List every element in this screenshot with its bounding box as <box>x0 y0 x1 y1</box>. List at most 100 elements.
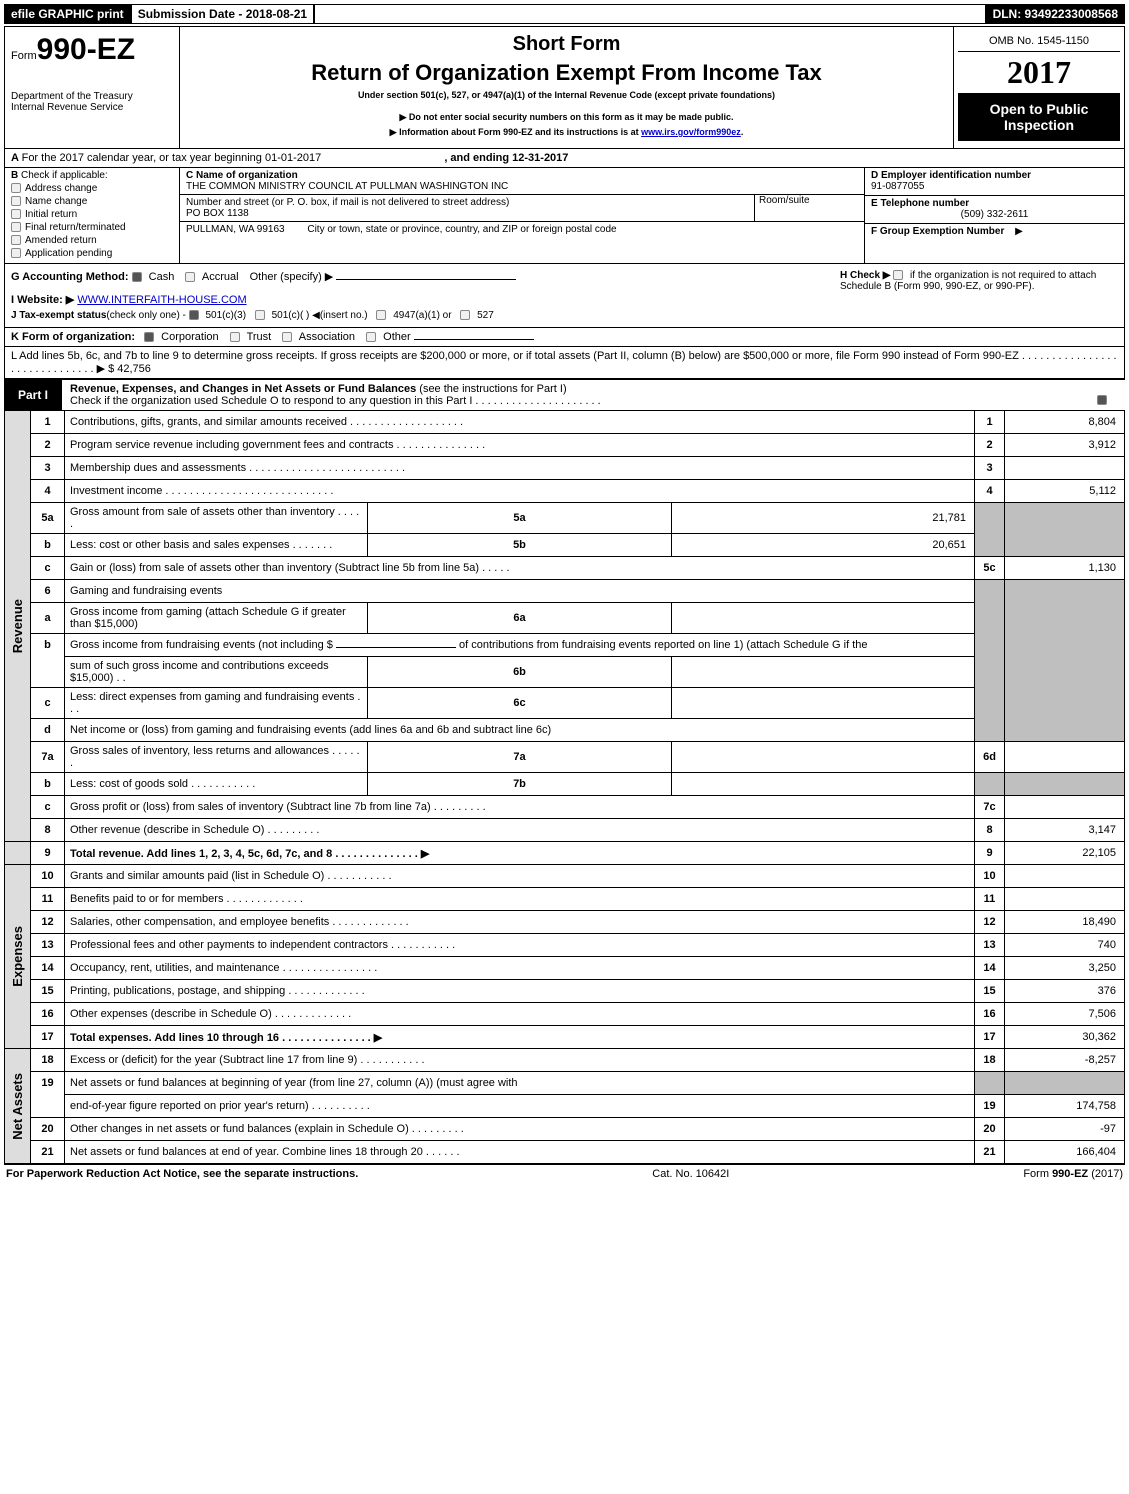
addr-value: PO BOX 1138 <box>186 208 249 219</box>
line-1-desc: Contributions, gifts, grants, and simila… <box>65 411 975 434</box>
check-final-label: Final return/terminated <box>25 222 126 233</box>
line-6a-no: a <box>31 603 65 634</box>
room-label: Room/suite <box>759 195 810 206</box>
header-right: OMB No. 1545-1150 2017 Open to Public In… <box>954 27 1124 148</box>
line-6b-pre1: Gross income from fundraising events (no… <box>70 639 336 651</box>
line-7a-desc: Gross sales of inventory, less returns a… <box>65 742 368 773</box>
check-name[interactable] <box>11 196 21 206</box>
check-assoc[interactable] <box>282 332 292 342</box>
check-pending[interactable] <box>11 248 21 258</box>
check-accrual[interactable] <box>185 272 195 282</box>
city-value: PULLMAN, WA 99163 <box>186 224 285 235</box>
line-5b-desc: Less: cost or other basis and sales expe… <box>65 534 368 557</box>
line-6c-no: c <box>31 688 65 719</box>
check-sched-b[interactable] <box>893 270 903 280</box>
j-527: 527 <box>477 310 494 321</box>
website-link[interactable]: WWW.INTERFAITH-HOUSE.COM <box>77 294 246 306</box>
part1-title-bold: Revenue, Expenses, and Changes in Net As… <box>70 383 416 395</box>
line-10-desc: Grants and similar amounts paid (list in… <box>65 865 975 888</box>
check-other[interactable] <box>366 332 376 342</box>
top-bar: efile GRAPHIC print Submission Date - 20… <box>4 4 1125 24</box>
line-19-no: 19 <box>31 1072 65 1095</box>
footer-right: Form 990-EZ (2017) <box>1023 1168 1123 1180</box>
section-b: B Check if applicable: Address change Na… <box>5 168 180 263</box>
line-8-fno: 8 <box>975 819 1005 842</box>
line-2-val: 3,912 <box>1005 434 1125 457</box>
check-amended[interactable] <box>11 235 21 245</box>
line-5a-sval: 21,781 <box>671 503 974 534</box>
check-schedule-o[interactable] <box>1097 395 1107 405</box>
d-label: D Employer identification number <box>871 170 1031 181</box>
g-other: Other (specify) ▶ <box>250 271 334 283</box>
note-info-pre: ▶ Information about Form 990-EZ and its … <box>390 127 641 137</box>
line-6d-desc: Net income or (loss) from gaming and fun… <box>65 719 975 742</box>
check-final[interactable] <box>11 222 21 232</box>
line-5b-sval: 20,651 <box>671 534 974 557</box>
line-17-desc: Total expenses. Add lines 10 through 16 … <box>65 1026 975 1049</box>
line-13-val: 740 <box>1005 934 1125 957</box>
part1-check-line: Check if the organization used Schedule … <box>70 395 601 407</box>
line-14-val: 3,250 <box>1005 957 1125 980</box>
line-18-val: -8,257 <box>1005 1049 1125 1072</box>
footer-left: For Paperwork Reduction Act Notice, see … <box>6 1168 358 1180</box>
line-19b-desc: end-of-year figure reported on prior yea… <box>65 1095 975 1118</box>
check-initial[interactable] <box>11 209 21 219</box>
line-5b-sno: 5b <box>368 534 671 557</box>
line-6a-desc: Gross income from gaming (attach Schedul… <box>65 603 368 634</box>
check-501c[interactable] <box>255 310 265 320</box>
check-address-label: Address change <box>25 183 97 194</box>
line-16-no: 16 <box>31 1003 65 1026</box>
shade-6v <box>1005 580 1125 742</box>
line-13-desc: Professional fees and other payments to … <box>65 934 975 957</box>
spacer <box>314 4 985 24</box>
line-18-desc: Excess or (deficit) for the year (Subtra… <box>65 1049 975 1072</box>
c-label: C Name of organization <box>186 170 298 181</box>
line-4-no: 4 <box>31 480 65 503</box>
i-label: I Website: ▶ <box>11 294 74 306</box>
check-cash[interactable] <box>132 272 142 282</box>
k-label: K Form of organization: <box>11 331 135 343</box>
check-trust[interactable] <box>230 332 240 342</box>
line-4-val: 5,112 <box>1005 480 1125 503</box>
line-3-no: 3 <box>31 457 65 480</box>
check-corp[interactable] <box>144 332 154 342</box>
tax-year-row: A For the 2017 calendar year, or tax yea… <box>5 149 1124 167</box>
line-17-no: 17 <box>31 1026 65 1049</box>
line-20-no: 20 <box>31 1118 65 1141</box>
tax-year: 2017 <box>958 52 1120 93</box>
line-6c-sno: 6c <box>368 688 671 719</box>
line-11-desc: Benefits paid to or for members . . . . … <box>65 888 975 911</box>
line-1-no: 1 <box>31 411 65 434</box>
short-form-title: Short Form <box>186 33 947 56</box>
line-3-val <box>1005 457 1125 480</box>
section-a: A For the 2017 calendar year, or tax yea… <box>4 149 1125 168</box>
info-link[interactable]: www.irs.gov/form990ez <box>641 127 741 137</box>
line-7c-no: c <box>31 796 65 819</box>
check-527[interactable] <box>460 310 470 320</box>
line-19-val: 174,758 <box>1005 1095 1125 1118</box>
header-center: Short Form Return of Organization Exempt… <box>180 27 954 148</box>
line-6d-no: d <box>31 719 65 742</box>
line-19b-no <box>31 1095 65 1118</box>
j-label: J Tax-exempt status <box>11 310 106 321</box>
addr-label: Number and street (or P. O. box, if mail… <box>186 197 509 208</box>
form-number: 990-EZ <box>37 33 135 66</box>
line-14-desc: Occupancy, rent, utilities, and maintena… <box>65 957 975 980</box>
line-10-fno: 10 <box>975 865 1005 888</box>
check-address[interactable] <box>11 183 21 193</box>
check-501c3[interactable] <box>189 310 199 320</box>
efile-label: efile GRAPHIC print <box>4 4 131 24</box>
dept-irs: Internal Revenue Service <box>11 102 173 113</box>
check-4947[interactable] <box>376 310 386 320</box>
line-7a-sno: 7a <box>368 742 671 773</box>
l-text: L Add lines 5b, 6c, and 7b to line 9 to … <box>5 347 1124 378</box>
shade-6 <box>975 580 1005 742</box>
line-4-desc: Investment income . . . . . . . . . . . … <box>65 480 975 503</box>
line-8-no: 8 <box>31 819 65 842</box>
line-3-desc: Membership dues and assessments . . . . … <box>65 457 975 480</box>
j-sub: (check only one) - <box>106 310 188 321</box>
line-6d-val <box>1005 742 1125 773</box>
line-5c-no: c <box>31 557 65 580</box>
line-13-no: 13 <box>31 934 65 957</box>
j-4947: 4947(a)(1) or <box>393 310 451 321</box>
